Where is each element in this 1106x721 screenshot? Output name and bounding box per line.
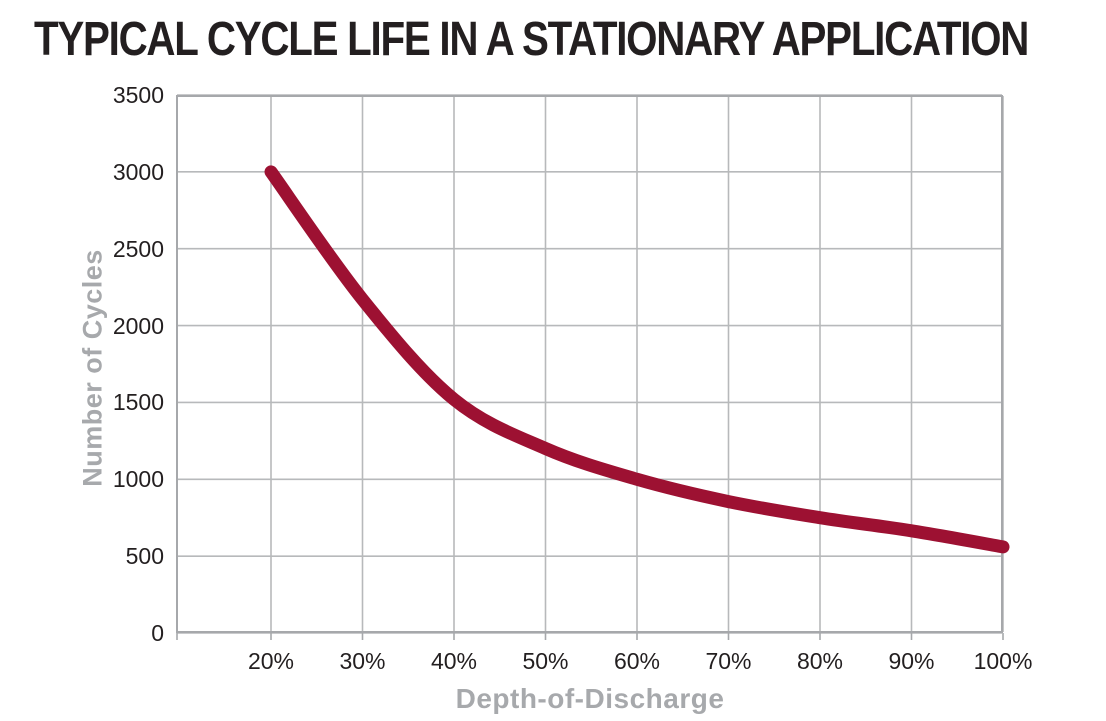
y-tick-label: 2500 [112,235,164,262]
y-tick-label: 500 [125,543,164,570]
y-tick-label: 3000 [112,158,164,185]
x-tick-label: 50% [522,648,569,674]
plot-border [176,95,1003,633]
x-tick-label: 30% [339,648,386,674]
x-tick-label: 60% [613,648,661,674]
chart-title: TYPICAL CYCLE LIFE IN A STATIONARY APPLI… [34,13,1029,66]
x-tick-label: 80% [796,648,844,674]
y-axis-title: Number of Cycles [77,249,108,487]
y-tick-label: 2000 [112,312,164,339]
x-axis-title: Depth-of-Discharge [455,683,725,714]
y-tick-label: 3500 [112,82,164,108]
cycle-life-curve [264,165,1010,554]
x-tick-label: 70% [705,648,752,674]
y-tick-label: 1000 [112,466,164,493]
x-tick-label: 90% [888,648,935,674]
plot-canvas [176,94,1010,640]
x-tick-label: 100% [973,648,1033,674]
x-tick-label: 20% [247,648,295,674]
y-tick-label: 1500 [112,389,164,416]
y-tick-label: 0 [151,620,164,646]
x-tick-label: 40% [430,648,478,674]
plot-area [176,94,1010,640]
